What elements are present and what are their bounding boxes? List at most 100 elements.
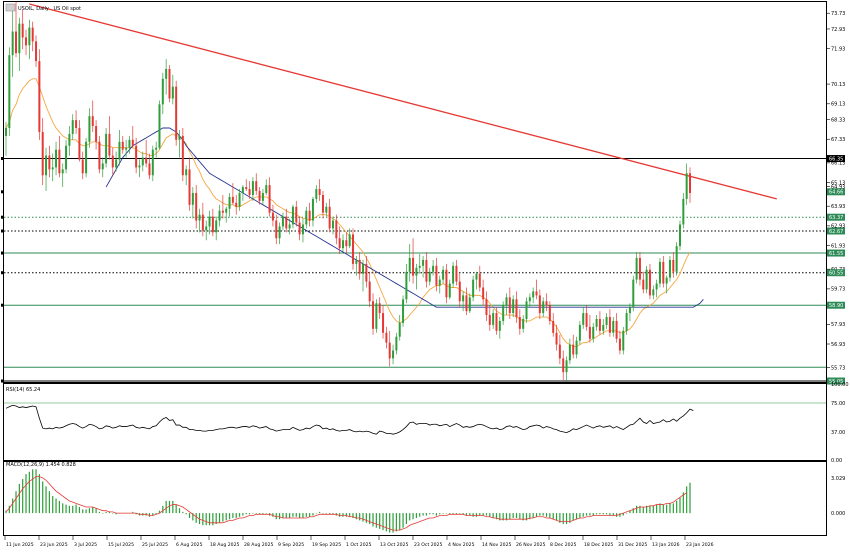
candle-body	[635, 257, 638, 280]
macd-histogram-bar	[349, 513, 351, 517]
candle-body	[338, 238, 341, 249]
macd-histogram-bar	[682, 492, 684, 514]
macd-histogram-bar	[78, 507, 81, 514]
candle-body	[291, 206, 294, 225]
candle-body	[405, 271, 408, 300]
macd-histogram-bar	[415, 513, 417, 518]
rsi-panel-frame	[3, 383, 827, 461]
price-label-box	[827, 269, 845, 277]
candle-body	[575, 340, 578, 355]
macd-histogram-bar	[512, 513, 514, 518]
macd-histogram-bar	[612, 513, 614, 516]
candle-body	[181, 135, 184, 176]
time-tick-label: 23 Jan 2026	[686, 542, 714, 548]
macd-histogram-bar	[245, 513, 247, 515]
candle-body	[598, 318, 601, 331]
macd-histogram-bar	[532, 513, 534, 518]
price-tick-label: 65.13	[831, 180, 845, 186]
candle-body	[678, 224, 681, 247]
macd-histogram-bar	[482, 513, 484, 516]
candle-body	[402, 299, 405, 323]
macd-histogram-bar	[218, 513, 221, 523]
macd-histogram-bar	[228, 513, 231, 520]
candle-body	[352, 234, 355, 264]
macd-histogram-bar	[32, 469, 34, 514]
macd-histogram-bar	[619, 513, 621, 517]
macd-histogram-bar	[15, 491, 17, 514]
macd-histogram-bar	[98, 511, 101, 514]
candle-body	[565, 360, 568, 373]
candle-body	[618, 338, 621, 351]
macd-histogram-bar	[198, 513, 201, 525]
candle-body	[111, 155, 114, 168]
price-label-box	[827, 377, 845, 385]
candle-body	[131, 139, 134, 146]
candle-body	[311, 198, 314, 221]
candle-body	[548, 305, 551, 321]
candle-body	[468, 297, 471, 312]
candle-body	[328, 206, 331, 229]
macd-histogram-bar	[489, 513, 491, 517]
macd-histogram-bar	[72, 505, 74, 514]
macd-histogram-bar	[565, 513, 568, 525]
macd-histogram-bar	[178, 508, 181, 514]
macd-histogram-bar	[232, 513, 234, 518]
candle-body	[592, 326, 595, 339]
level-marker	[1, 379, 4, 383]
instrument-title: US Oil spot	[53, 6, 81, 12]
price-labels: 66.35 64.66 63.37 62.67 61.55 60.55 58.90 55.05	[1, 155, 845, 385]
candle-body	[522, 318, 525, 329]
candle-body	[675, 246, 678, 272]
candle-body	[582, 313, 585, 325]
price-label-box	[827, 188, 845, 196]
macd-histogram-bar	[649, 505, 651, 514]
macd-histogram-bar	[279, 513, 281, 520]
macd-histogram-bar	[302, 513, 304, 518]
candle-body	[331, 220, 334, 229]
price-tick-label: 68.33	[831, 117, 845, 123]
macd-histogram-bar	[539, 513, 541, 516]
macd-histogram-bar	[455, 513, 458, 515]
macd-histogram-bar	[569, 513, 571, 523]
macd-indicator: 3.029 0.000	[5, 469, 845, 533]
candle-body	[562, 358, 565, 373]
candle-body	[185, 169, 188, 176]
candle-body	[301, 224, 304, 235]
price-tick-label: 69.13	[831, 102, 845, 108]
time-tick-label: 13 Oct 2025	[380, 542, 408, 548]
svg-text:USOIL, Daily US Oi: USOIL, Daily US Oil spot	[18, 6, 81, 12]
candle-body	[91, 116, 94, 127]
rsi-tick-label: 0.00	[831, 458, 842, 464]
candle-body	[151, 149, 154, 176]
macd-histogram-bar	[412, 513, 414, 520]
macd-histogram-bar	[38, 474, 40, 514]
macd-histogram-bar	[262, 513, 264, 515]
macd-histogram-bar	[158, 510, 161, 514]
candle-body	[478, 273, 481, 288]
candle-body	[392, 350, 395, 359]
macd-histogram-bar	[399, 513, 401, 531]
candle-body	[445, 269, 448, 298]
candle-body	[648, 269, 651, 296]
macd-histogram-bar	[662, 504, 664, 514]
macd-histogram-bar	[95, 508, 97, 514]
macd-histogram-bar	[255, 513, 257, 514]
candle-body	[58, 149, 61, 174]
macd-histogram-bar	[385, 513, 387, 532]
price-tick-label: 55.73	[831, 365, 845, 371]
price-label: 55.05	[829, 379, 843, 385]
macd-histogram-bar	[345, 513, 347, 517]
candle-body	[245, 187, 248, 190]
macd-histogram-bar	[535, 513, 538, 517]
candle-body	[422, 259, 425, 266]
main-title: USOIL, Daily US Oil spot	[5, 3, 81, 12]
macd-histogram-bar	[65, 504, 67, 514]
macd-histogram-bar	[425, 513, 428, 516]
macd-histogram-bar	[445, 513, 448, 514]
macd-histogram-bar	[669, 503, 671, 514]
candle-body	[88, 116, 91, 142]
level-marker	[1, 229, 4, 233]
candle-body	[105, 133, 108, 164]
candle-body	[395, 336, 398, 351]
macd-histogram-bar	[369, 513, 371, 525]
